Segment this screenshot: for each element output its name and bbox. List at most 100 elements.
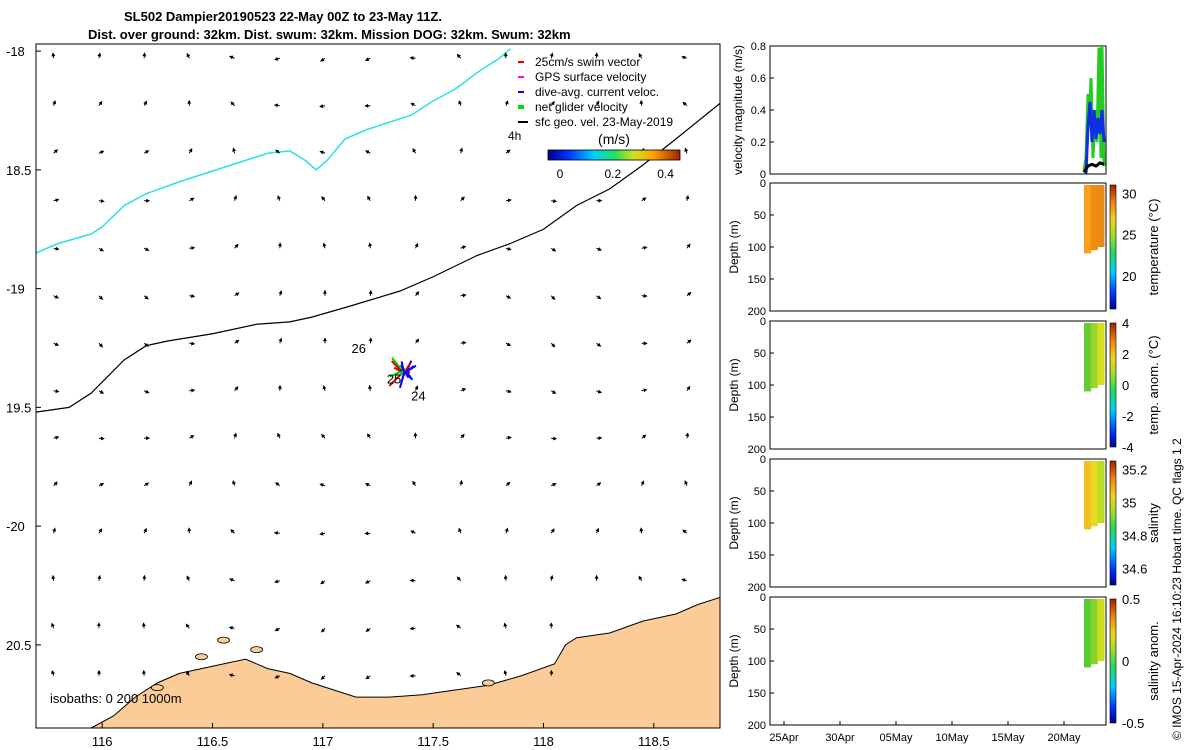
- temperature-axes-box: [769, 182, 1107, 312]
- salinity-anomaly-profile-cell: [1084, 599, 1092, 668]
- legend-label: GPS surface velocity: [535, 70, 646, 84]
- legend-label: 25cm/s swim vector: [535, 55, 640, 69]
- current-vector: [505, 149, 511, 154]
- current-vector: [638, 575, 643, 582]
- island: [250, 646, 264, 654]
- y-tick-label: 19.5: [6, 400, 31, 415]
- current-vector: [686, 291, 692, 297]
- current-vector: [98, 483, 105, 487]
- time-x-tick-label: 20May: [1047, 732, 1081, 744]
- salinity-y-tick-label: 0: [760, 454, 766, 466]
- time-x-tick-label: 15May: [991, 732, 1025, 744]
- salinity-anomaly-colorbar-tick-label: 0.5: [1122, 592, 1140, 607]
- current-vector: [228, 625, 235, 630]
- current-vector: [229, 55, 235, 60]
- current-vector: [51, 52, 56, 59]
- velocity-series-dive-avg-current: [1084, 101, 1106, 175]
- current-vector: [550, 528, 555, 534]
- current-vector: [234, 386, 239, 392]
- current-vector: [551, 199, 558, 203]
- colorbar-tick-label: 0.2: [604, 167, 621, 181]
- temp-anomaly-profile-cell: [1090, 323, 1098, 389]
- current-vector: [185, 623, 190, 629]
- current-vector: [189, 435, 195, 439]
- current-vector: [53, 435, 60, 440]
- velocity-y-tick-label: 0.6: [751, 73, 766, 85]
- current-vector: [228, 578, 235, 582]
- current-vector: [684, 480, 689, 486]
- current-vector: [640, 480, 645, 486]
- current-vector: [51, 670, 55, 676]
- salinity-colorbar: [1109, 460, 1117, 586]
- current-vector: [550, 390, 557, 394]
- salinity-y-tick-label: 50: [754, 486, 766, 498]
- current-vector: [412, 480, 417, 487]
- current-vector: [319, 483, 326, 488]
- current-vector: [189, 388, 196, 393]
- current-vector: [53, 294, 60, 299]
- island: [150, 684, 164, 692]
- salinity-profile-cell: [1084, 461, 1092, 530]
- current-vector: [460, 245, 467, 250]
- current-vector: [51, 622, 55, 629]
- legend-label: net glider velocity: [535, 100, 628, 114]
- waypoint-label: 25: [387, 372, 401, 387]
- current-vector: [278, 337, 283, 344]
- current-vector: [143, 100, 148, 106]
- current-vector: [143, 389, 150, 394]
- temp-anomaly-colorbar-tick-label: 2: [1122, 347, 1129, 362]
- current-vector: [230, 101, 235, 107]
- current-vector: [230, 529, 235, 534]
- salinity-anomaly-colorbar-tick-label: -0.5: [1122, 716, 1144, 731]
- temp-anomaly-colorbar-tick-label: 4: [1122, 316, 1129, 331]
- current-vector: [458, 100, 463, 106]
- current-vector: [460, 293, 467, 298]
- current-vector: [53, 246, 60, 251]
- temperature-y-tick-label: 50: [754, 210, 766, 222]
- current-vector: [505, 481, 511, 487]
- legend-label: dive-avg. current veloc.: [535, 85, 659, 99]
- current-vector: [410, 530, 416, 535]
- glider-track: [391, 357, 404, 372]
- glider-track: [405, 365, 415, 373]
- salinity-colorbar-tick-label: 34.6: [1122, 561, 1147, 576]
- current-vector: [143, 342, 149, 347]
- current-vector: [504, 527, 509, 534]
- x-tick-label: 118.5: [638, 734, 670, 749]
- glider-track: [389, 369, 404, 378]
- temp-anomaly-colorbar: [1109, 322, 1117, 448]
- temp-anomaly-axes-box: [769, 320, 1107, 450]
- x-tick-label: 117.5: [417, 734, 449, 749]
- salinity-anomaly-ylabel: Depth (m): [727, 634, 741, 687]
- current-vector: [550, 295, 556, 301]
- map-colorbar: [547, 149, 681, 161]
- temp-anomaly-y-tick-label: 100: [748, 380, 766, 392]
- glider-track: [405, 364, 417, 373]
- current-vector: [551, 150, 557, 155]
- salinity-anomaly-axes-box: [769, 596, 1107, 726]
- salinity-colorbar-tick-label: 35: [1122, 495, 1136, 510]
- current-vector: [686, 339, 692, 344]
- current-vector: [596, 149, 602, 154]
- current-vector: [685, 432, 690, 439]
- current-vector: [505, 389, 512, 394]
- current-vector: [686, 385, 691, 392]
- glider-track: [405, 371, 411, 375]
- isobath-1000m: [35, 102, 721, 413]
- current-vector: [596, 389, 603, 394]
- y-tick-label: 20.5: [6, 638, 31, 653]
- temperature-colorbar-tick-label: 20: [1122, 269, 1136, 284]
- current-vector: [274, 56, 280, 61]
- temperature-y-tick-label: 0: [760, 178, 766, 190]
- glider-track: [388, 371, 404, 387]
- chart-title-line2: Dist. over ground: 32km. Dist. swum: 32k…: [88, 27, 571, 42]
- x-tick-label: 116: [92, 734, 113, 749]
- salinity-ylabel: Depth (m): [727, 496, 741, 549]
- current-vector: [415, 338, 420, 344]
- current-vector: [186, 52, 191, 59]
- time-x-tick-label: 10May: [935, 732, 969, 744]
- current-vector: [595, 527, 600, 534]
- current-vector: [504, 100, 509, 106]
- current-vector: [233, 195, 238, 201]
